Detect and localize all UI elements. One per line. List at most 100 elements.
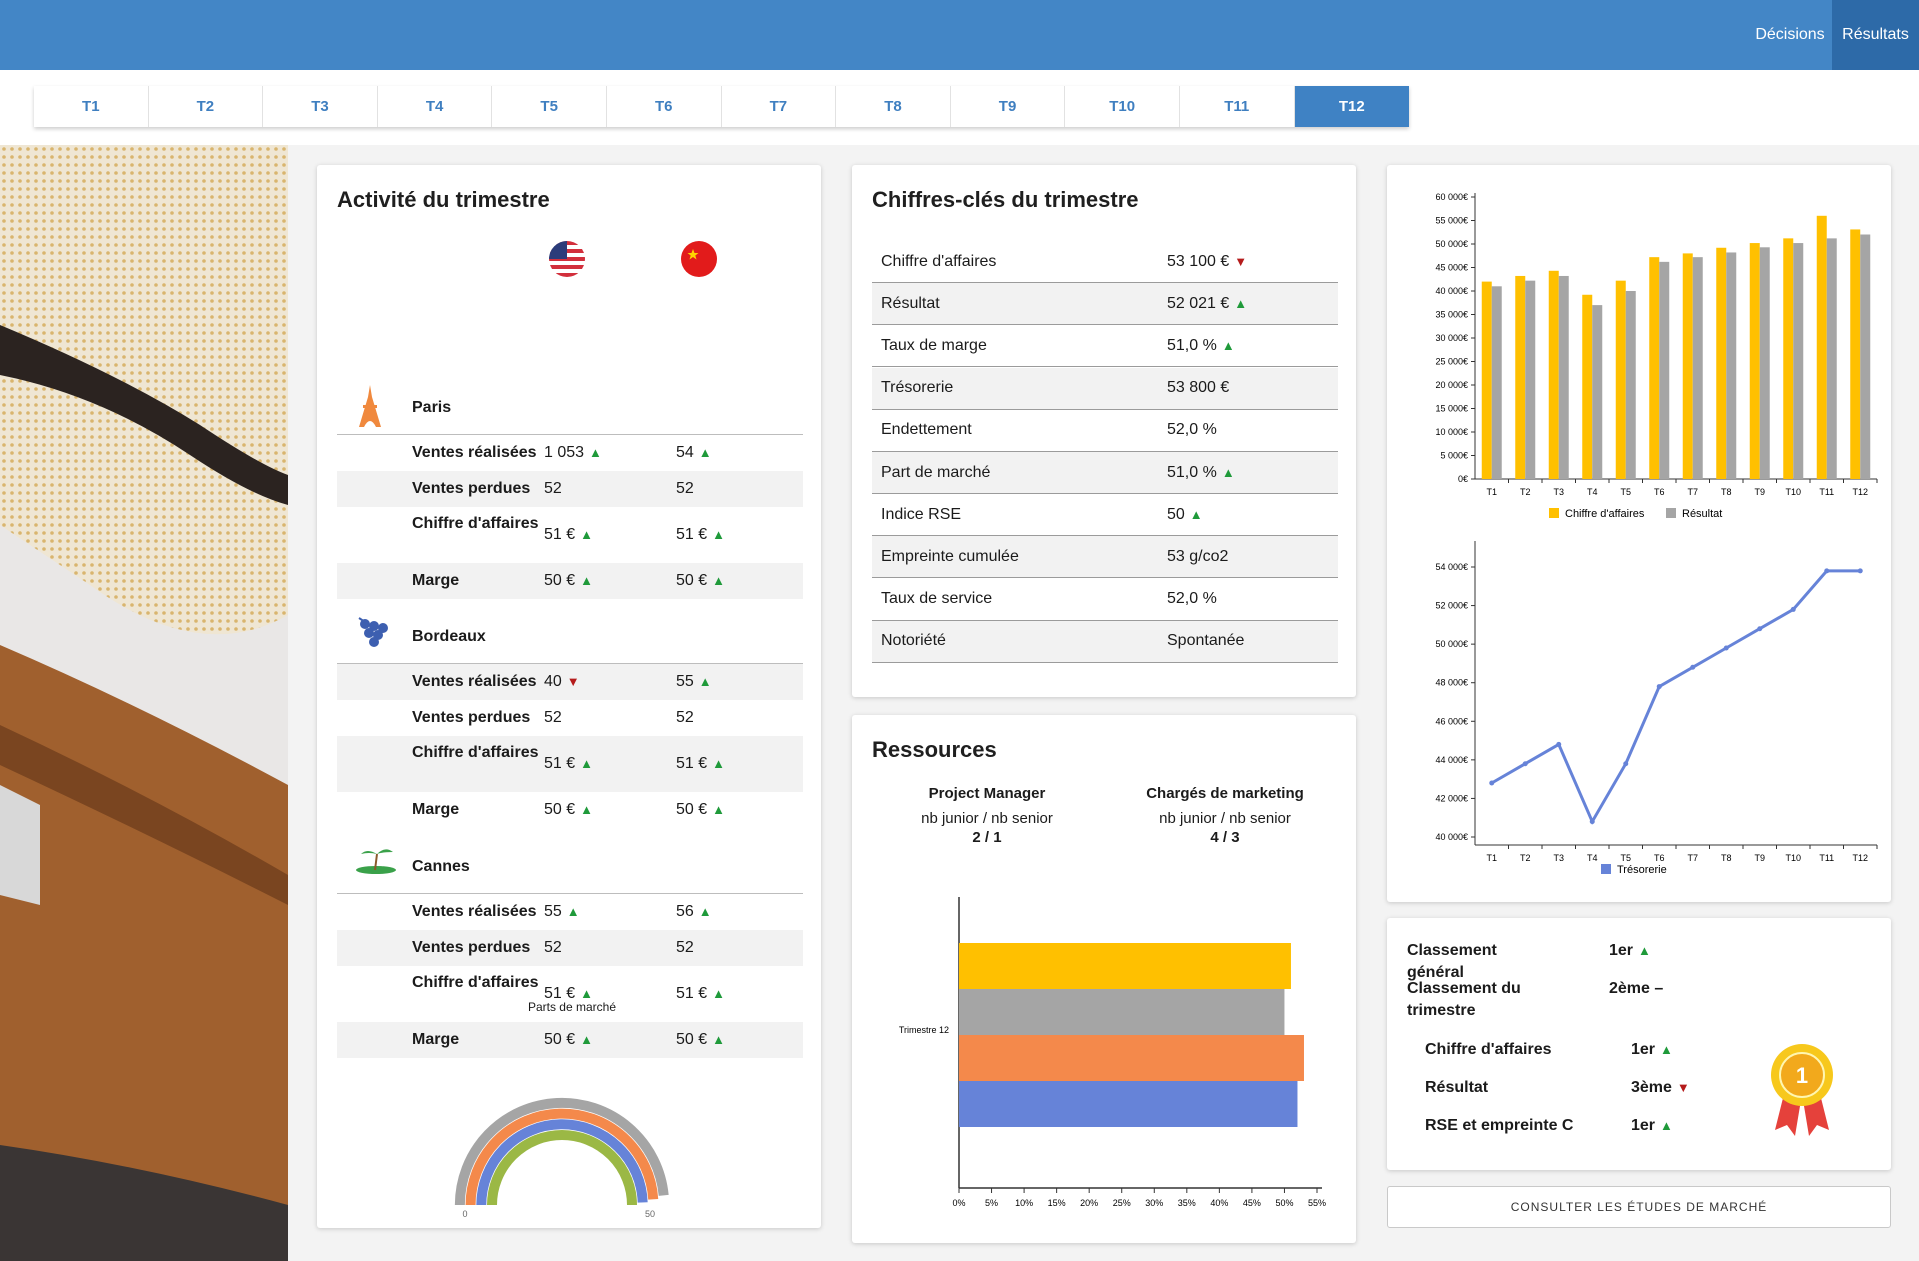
us-trend-up-icon: ▲ xyxy=(580,573,594,588)
top-navigation-bar: Décisions Résultats xyxy=(0,0,1919,70)
activity-title: Activité du trimestre xyxy=(337,187,550,212)
cn-value-text: 55 xyxy=(676,673,694,690)
bar-result xyxy=(1659,261,1670,479)
bar-result xyxy=(1491,286,1502,479)
key-figure-label: Taux de service xyxy=(881,590,993,608)
us-value: 1 053 ▲ xyxy=(544,444,602,462)
activity-row: Chiffre d'affaires 51 € ▲ 51 € ▲ xyxy=(337,507,803,563)
tab-t10[interactable]: T10 xyxy=(1065,86,1180,127)
key-figure-label: Empreinte cumulée xyxy=(881,547,1019,565)
cn-value-text: 52 xyxy=(676,709,694,726)
us-value-text: 51 € xyxy=(544,755,576,772)
key-figure-row: Notoriété Spontanée xyxy=(872,620,1338,663)
bar-y-tick-label: 40 000€ xyxy=(1435,286,1468,296)
bar-y-tick-label: 15 000€ xyxy=(1435,404,1468,414)
key-figure-value-text: 52 021 € xyxy=(1167,294,1230,312)
nav-results-button[interactable]: Résultats xyxy=(1832,0,1919,70)
market-studies-button[interactable]: CONSULTER LES ÉTUDES DE MARCHÉ xyxy=(1387,1186,1891,1228)
sub-ranking-value-text: 1er xyxy=(1631,1041,1656,1058)
us-value-text: 55 xyxy=(544,903,562,920)
cn-value: 52 xyxy=(676,939,694,957)
line-x-tick-label: T5 xyxy=(1620,853,1631,863)
key-figure-value: 53 800 € xyxy=(1167,379,1229,397)
key-figure-value: 52 021 € ▲ xyxy=(1167,295,1247,313)
project-manager-title: Project Manager xyxy=(928,785,1046,802)
hbar-category-label: Trimestre 12 xyxy=(899,1025,949,1035)
city-name: Bordeaux xyxy=(412,628,486,645)
cn-value: 52 xyxy=(676,480,694,498)
us-flag-icon xyxy=(549,241,585,282)
bar-legend-swatch xyxy=(1549,508,1559,518)
tab-t2[interactable]: T2 xyxy=(149,86,264,127)
tab-t12[interactable]: T12 xyxy=(1294,86,1410,127)
tab-t1[interactable]: T1 xyxy=(34,86,149,127)
bar-x-tick-label: T11 xyxy=(1819,487,1834,497)
nav-decisions-button[interactable]: Décisions xyxy=(1755,26,1825,43)
us-value: 52 xyxy=(544,480,562,498)
hbar-segment xyxy=(959,943,1291,989)
sub-ranking-trend-down-icon: ▼ xyxy=(1676,1080,1690,1095)
tab-t9[interactable]: T9 xyxy=(951,86,1066,127)
bar-result xyxy=(1759,247,1770,479)
us-value-text: 40 xyxy=(544,673,562,690)
us-value: 40 ▼ xyxy=(544,673,580,691)
treasury-point xyxy=(1757,626,1763,632)
tab-t6[interactable]: T6 xyxy=(607,86,722,127)
cn-trend-up-icon: ▲ xyxy=(712,573,726,588)
financial-charts-card: 0€ 5 000€ 10 000€ 15 000€ 20 000€ 25 000€ 30 0… xyxy=(1387,165,1891,902)
city-header-paris: Paris xyxy=(337,379,803,435)
activity-row-label: Marge xyxy=(412,572,460,589)
activity-row: Ventes réalisées 40 ▼ 55 ▲ xyxy=(337,664,803,700)
bar-x-tick-label: T3 xyxy=(1553,487,1564,497)
tab-t4[interactable]: T4 xyxy=(378,86,493,127)
line-x-tick-label: T6 xyxy=(1654,853,1665,863)
key-figure-label: Part de marché xyxy=(881,463,991,481)
bar-legend-label: Résultat xyxy=(1682,508,1722,520)
bar-x-tick-label: T5 xyxy=(1620,487,1631,497)
key-figure-value: 51,0 % ▲ xyxy=(1167,337,1235,355)
line-x-tick-label: T1 xyxy=(1486,853,1497,863)
treasury-point xyxy=(1656,684,1662,690)
cn-value-text: 51 € xyxy=(676,526,708,543)
cn-value-text: 52 xyxy=(676,939,694,956)
cn-value: 52 xyxy=(676,709,694,727)
activity-row: Marge 50 € ▲ 50 € ▲ xyxy=(337,563,803,599)
sub-ranking-value: 1er ▲ xyxy=(1631,1039,1673,1061)
project-manager-block: Project Manager nb junior / nb senior 2 … xyxy=(887,785,1087,846)
bar-y-tick-label: 50 000€ xyxy=(1435,239,1468,249)
ranking-trend-up-icon: ▲ xyxy=(1638,943,1651,958)
tab-t5[interactable]: T5 xyxy=(492,86,607,127)
cn-trend-up-icon: ▲ xyxy=(712,802,726,817)
treasury-point xyxy=(1690,664,1696,670)
us-value: 52 xyxy=(544,939,562,957)
bar-revenue xyxy=(1783,238,1794,479)
city-divider xyxy=(337,893,803,894)
activity-row-label: Ventes perdues xyxy=(412,480,531,497)
key-figure-value-text: 51,0 % xyxy=(1167,463,1217,481)
bar-result xyxy=(1558,275,1569,479)
city-divider xyxy=(337,434,803,435)
bar-result xyxy=(1793,243,1804,479)
cn-value-text: 50 € xyxy=(676,1031,708,1048)
key-figure-label: Chiffre d'affaires xyxy=(881,252,997,270)
bar-revenue xyxy=(1749,243,1760,479)
hbar-x-tick-label: 45% xyxy=(1243,1198,1261,1208)
tab-t11[interactable]: T11 xyxy=(1180,86,1295,127)
tab-t7[interactable]: T7 xyxy=(722,86,837,127)
ranking-value-text: 2ème – xyxy=(1609,980,1664,997)
bar-y-tick-label: 5 000€ xyxy=(1440,451,1468,461)
hbar-x-tick-label: 35% xyxy=(1178,1198,1196,1208)
hbar-segment xyxy=(959,989,1285,1035)
tab-t3[interactable]: T3 xyxy=(263,86,378,127)
cn-value: 55 ▲ xyxy=(676,673,712,691)
line-x-tick-label: T2 xyxy=(1520,853,1531,863)
sub-ranking-trend-up-icon: ▲ xyxy=(1660,1118,1673,1133)
line-x-tick-label: T7 xyxy=(1687,853,1698,863)
ranking-value-text: 1er xyxy=(1609,942,1634,959)
tab-t8[interactable]: T8 xyxy=(836,86,951,127)
bar-x-tick-label: T1 xyxy=(1486,487,1497,497)
cn-value-text: 50 € xyxy=(676,572,708,589)
key-figure-value: 51,0 % ▲ xyxy=(1167,464,1235,482)
activity-row-label: Marge xyxy=(412,801,460,818)
treasury-point xyxy=(1589,819,1595,825)
